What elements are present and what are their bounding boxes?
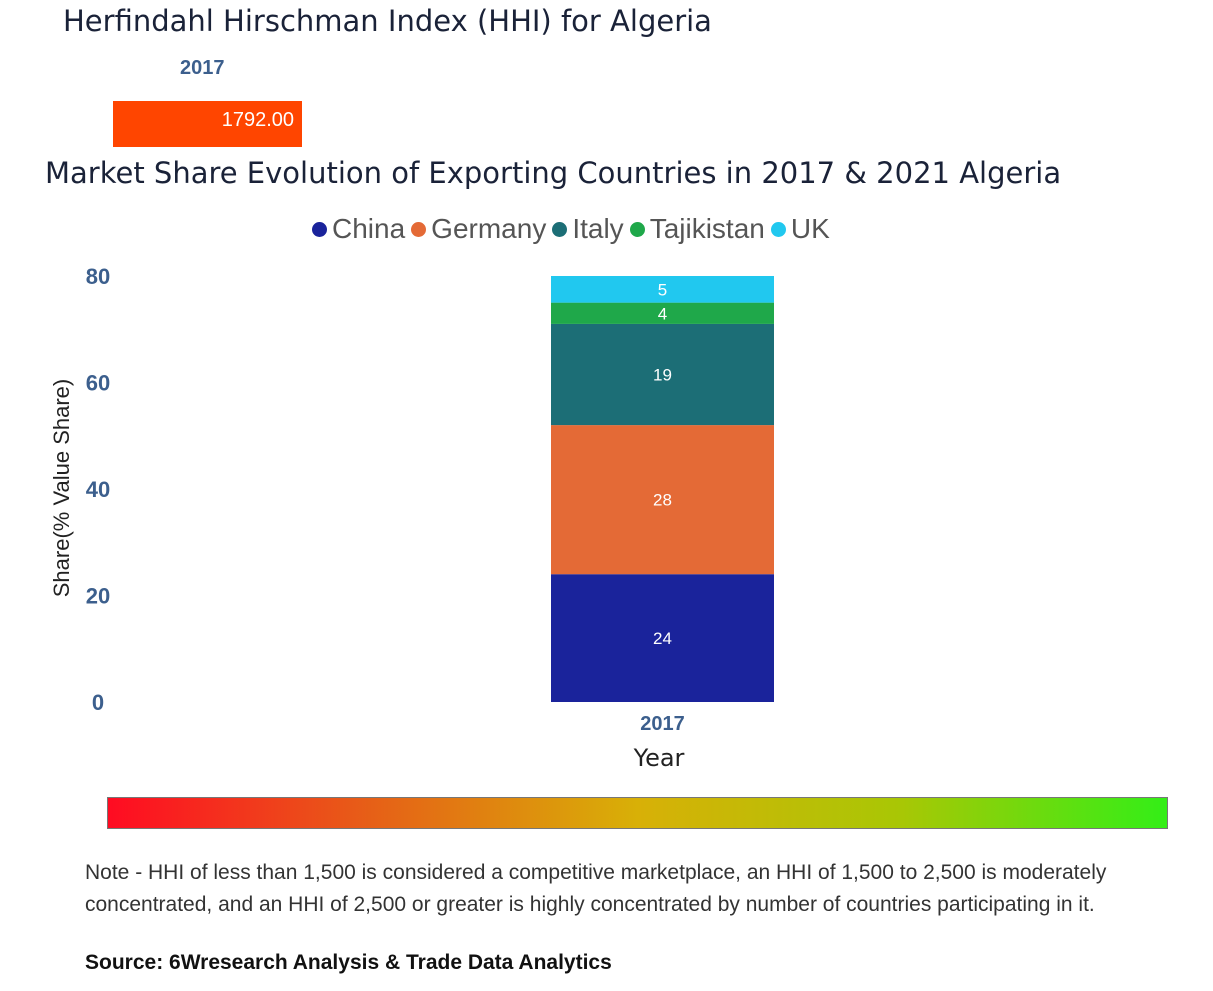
legend-label-italy: Italy (572, 213, 624, 244)
y-tick-label: 20 (86, 584, 110, 609)
source-credit: Source: 6Wresearch Analysis & Trade Data… (85, 951, 612, 974)
hhi-year-label: 2017 (180, 57, 225, 79)
legend-item-china[interactable]: China (312, 213, 405, 245)
hhi-note: Note - HHI of less than 1,500 is conside… (85, 861, 1107, 916)
legend-label-china: China (332, 213, 406, 244)
legend-label-germany: Germany (431, 213, 547, 244)
data-label-tajikistan: 4 (658, 304, 667, 323)
x-tick-label: 2017 (640, 713, 685, 735)
bar-segment-uk[interactable] (551, 276, 774, 303)
bar-segment-china[interactable] (551, 574, 774, 702)
legend-dot-uk (770, 221, 786, 237)
y-tick-label: 60 (86, 371, 110, 396)
data-label-china: 24 (653, 629, 672, 648)
hhi-title: Herfindahl Hirschman Index (HHI) for Alg… (63, 4, 712, 38)
legend-item-tajikistan[interactable]: Tajikistan (629, 213, 765, 245)
hhi-value-label: 1792.00 (221, 109, 294, 131)
data-label-uk: 5 (658, 280, 667, 299)
legend-item-italy[interactable]: Italy (552, 213, 624, 245)
x-axis-title: Year (633, 744, 685, 772)
legend-item-germany[interactable]: Germany (411, 213, 546, 245)
hhi-value-bar: 1792.00 (113, 101, 302, 147)
bar-segment-italy[interactable] (551, 323, 774, 426)
legend-dot-germany (411, 221, 427, 237)
y-tick-label: 40 (86, 477, 110, 502)
bar-segment-tajikistan[interactable] (551, 302, 774, 324)
y-axis-title: Share(% Value Share) (49, 378, 74, 598)
legend-dot-tajikistan (629, 221, 645, 237)
hhi-color-scale (107, 797, 1168, 829)
chart-title: Market Share Evolution of Exporting Coun… (45, 156, 1062, 190)
bar-segment-germany[interactable] (551, 425, 774, 575)
data-label-germany: 28 (653, 491, 672, 510)
legend-label-tajikistan: Tajikistan (649, 213, 765, 244)
chart-legend: China Germany Italy Tajikistan UK (312, 213, 836, 245)
legend-dot-china (312, 221, 327, 237)
legend-label-uk: UK (790, 213, 830, 244)
y-tick-label: 80 (86, 264, 110, 289)
legend-dot-italy (552, 221, 568, 237)
data-label-italy: 19 (653, 366, 672, 385)
legend-item-uk[interactable]: UK (770, 213, 830, 245)
y-tick-label: 0 (92, 690, 104, 715)
